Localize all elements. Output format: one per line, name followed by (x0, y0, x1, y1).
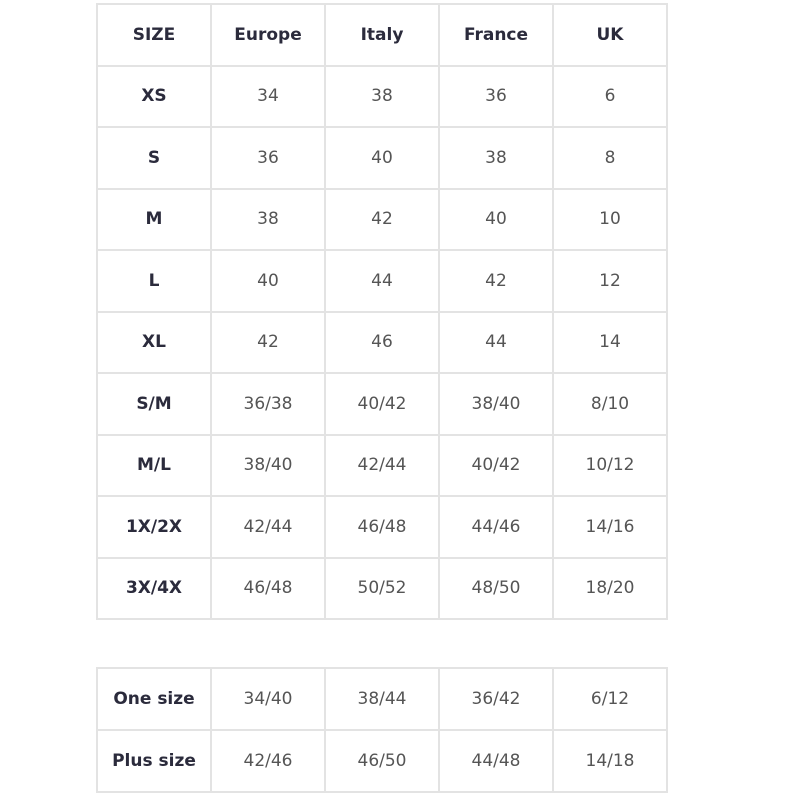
size-label: L (96, 249, 212, 313)
table-row: Plus size 42/46 46/50 44/48 14/18 (96, 729, 668, 793)
table-cell: 38 (210, 187, 326, 251)
table-row: L 40 44 42 12 (96, 249, 668, 313)
size-label: 1X/2X (96, 495, 212, 559)
table-cell: 8/10 (552, 372, 668, 436)
table-cell: 10 (552, 187, 668, 251)
table-cell: 42 (438, 249, 554, 313)
table-cell: 44/48 (438, 729, 554, 793)
table-cell: 46/48 (210, 556, 326, 620)
size-label: 3X/4X (96, 556, 212, 620)
size-label: M (96, 187, 212, 251)
table-cell: 40 (438, 187, 554, 251)
column-header: France (438, 3, 554, 67)
size-label: XL (96, 310, 212, 374)
table-cell: 36 (210, 126, 326, 190)
table-cell: 40 (210, 249, 326, 313)
table-cell: 36 (438, 64, 554, 128)
table-cell: 14 (552, 310, 668, 374)
one-plus-size-table: One size 34/40 38/44 36/42 6/12 Plus size 42/4… (96, 667, 668, 793)
table-cell: 12 (552, 249, 668, 313)
table-cell: 42 (324, 187, 440, 251)
table-row: 3X/4X 46/48 50/52 48/50 18/20 (96, 556, 668, 620)
table-row: M 38 42 40 10 (96, 187, 668, 251)
table-cell: 36/42 (438, 667, 554, 731)
size-label: XS (96, 64, 212, 128)
column-header: Italy (324, 3, 440, 67)
table-cell: 14/16 (552, 495, 668, 559)
table-cell: 46/48 (324, 495, 440, 559)
table-cell: 34 (210, 64, 326, 128)
table-row: XS 34 38 36 6 (96, 64, 668, 128)
table-cell: 14/18 (552, 729, 668, 793)
table-cell: 38/44 (324, 667, 440, 731)
table-cell: 38/40 (210, 433, 326, 497)
table-cell: 6/12 (552, 667, 668, 731)
table-cell: 42/46 (210, 729, 326, 793)
column-header: Europe (210, 3, 326, 67)
table-row: M/L 38/40 42/44 40/42 10/12 (96, 433, 668, 497)
table-cell: 48/50 (438, 556, 554, 620)
table-cell: 38 (438, 126, 554, 190)
table-cell: 42 (210, 310, 326, 374)
table-cell: 18/20 (552, 556, 668, 620)
table-cell: 10/12 (552, 433, 668, 497)
table-cell: 40/42 (324, 372, 440, 436)
size-label: One size (96, 667, 212, 731)
table-cell: 40 (324, 126, 440, 190)
header-row: SIZE Europe Italy France UK (96, 3, 668, 67)
table-cell: 42/44 (324, 433, 440, 497)
table-row: S 36 40 38 8 (96, 126, 668, 190)
table-cell: 8 (552, 126, 668, 190)
size-label: S (96, 126, 212, 190)
column-header: SIZE (96, 3, 212, 67)
table-cell: 38 (324, 64, 440, 128)
table-row: XL 42 46 44 14 (96, 310, 668, 374)
table-cell: 44 (324, 249, 440, 313)
table-cell: 50/52 (324, 556, 440, 620)
table-cell: 6 (552, 64, 668, 128)
column-header: UK (552, 3, 668, 67)
table-cell: 42/44 (210, 495, 326, 559)
table-cell: 46 (324, 310, 440, 374)
table-row: One size 34/40 38/44 36/42 6/12 (96, 667, 668, 731)
size-chart-table: SIZE Europe Italy France UK XS 34 38 36 6 S 36 40 38 8… (96, 3, 668, 620)
table-cell: 44 (438, 310, 554, 374)
table-cell: 44/46 (438, 495, 554, 559)
table-cell: 36/38 (210, 372, 326, 436)
size-label: S/M (96, 372, 212, 436)
table-cell: 34/40 (210, 667, 326, 731)
table-cell: 38/40 (438, 372, 554, 436)
table-cell: 46/50 (324, 729, 440, 793)
size-label: M/L (96, 433, 212, 497)
table-row: 1X/2X 42/44 46/48 44/46 14/16 (96, 495, 668, 559)
size-label: Plus size (96, 729, 212, 793)
table-cell: 40/42 (438, 433, 554, 497)
table-row: S/M 36/38 40/42 38/40 8/10 (96, 372, 668, 436)
